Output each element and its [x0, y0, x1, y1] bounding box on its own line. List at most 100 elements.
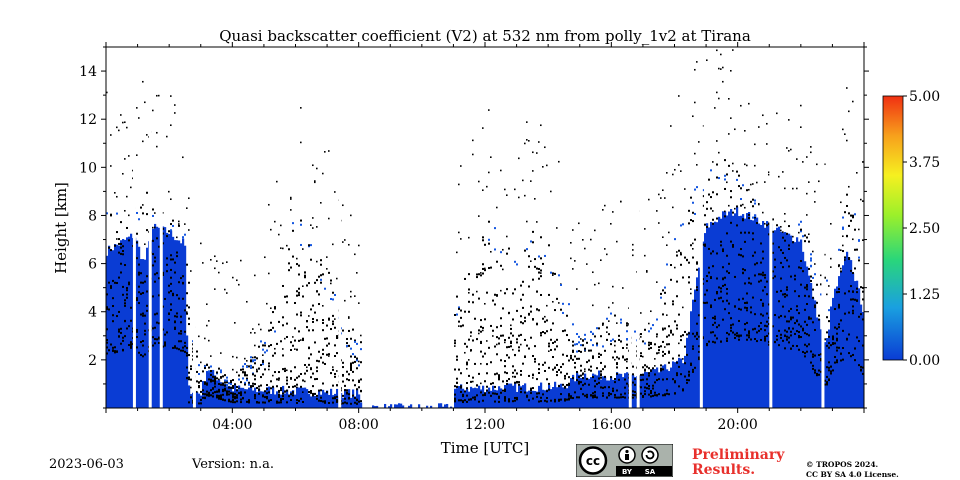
signal-dot [460, 309, 462, 312]
signal-dot [760, 279, 762, 282]
signal-dot [356, 359, 358, 362]
layer-column [854, 281, 857, 408]
signal-dot [478, 332, 480, 335]
signal-dot [662, 354, 664, 357]
signal-dot [634, 330, 636, 333]
signal-dot [350, 347, 352, 350]
signal-dot [298, 330, 300, 333]
by-label: BY [622, 468, 633, 476]
signal-dot [180, 277, 182, 280]
signal-dot [272, 311, 274, 314]
signal-dot [360, 348, 362, 351]
signal-dot [272, 385, 274, 388]
signal-dot [728, 271, 730, 274]
signal-dot [188, 281, 190, 284]
signal-dot [246, 300, 248, 303]
signal-dot [570, 354, 572, 357]
signal-dot [144, 322, 146, 325]
data-gap [636, 47, 640, 408]
signal-dot [110, 134, 112, 136]
signal-dot [788, 320, 790, 323]
signal-dot [498, 400, 500, 403]
signal-dot [670, 331, 672, 334]
signal-dot [108, 246, 110, 249]
signal-dot [124, 302, 126, 305]
signal-dot [212, 387, 214, 390]
signal-dot [526, 248, 528, 251]
signal-dot [140, 354, 142, 357]
signal-dot [806, 323, 808, 326]
signal-dot [262, 344, 264, 347]
signal-dot [156, 94, 158, 97]
layer-column [586, 377, 589, 408]
signal-dot [316, 167, 318, 170]
signal-dot [666, 343, 668, 346]
signal-dot [806, 236, 808, 239]
signal-dot [568, 376, 570, 379]
signal-dot [200, 398, 202, 401]
signal-dot [532, 241, 534, 244]
signal-dot [274, 220, 276, 223]
signal-dot [784, 334, 786, 337]
signal-dot [490, 382, 492, 385]
signal-dot [218, 367, 220, 370]
signal-dot [664, 327, 666, 330]
signal-dot [806, 156, 808, 158]
signal-dot [610, 339, 612, 342]
signal-dot [568, 383, 570, 386]
signal-dot [162, 232, 164, 235]
signal-dot [690, 292, 692, 295]
layer-column [780, 231, 783, 408]
layer-column [560, 383, 563, 408]
layer-column [644, 371, 647, 408]
signal-dot [454, 345, 456, 347]
signal-dot [820, 359, 822, 362]
signal-dot [544, 146, 546, 149]
signal-dot [780, 314, 782, 317]
layer-column [310, 396, 313, 408]
signal-dot [464, 342, 466, 345]
signal-dot [862, 366, 864, 369]
signal-dot [264, 344, 266, 347]
signal-dot [290, 370, 292, 373]
signal-dot [810, 259, 812, 262]
signal-dot [508, 356, 510, 359]
signal-dot [784, 187, 786, 190]
layer-column [172, 236, 175, 408]
layer-column [688, 331, 691, 408]
signal-dot [196, 370, 198, 373]
signal-dot [694, 101, 696, 104]
signal-dot [818, 314, 820, 317]
signal-dot [810, 317, 812, 320]
signal-dot [228, 390, 230, 393]
signal-dot [186, 346, 188, 349]
signal-dot [624, 378, 626, 381]
signal-dot [302, 400, 304, 403]
signal-dot [648, 393, 650, 396]
signal-dot [300, 243, 302, 246]
signal-dot [184, 309, 186, 312]
signal-dot [760, 321, 762, 324]
signal-dot [112, 320, 114, 323]
signal-dot [610, 393, 612, 396]
signal-dot [122, 349, 124, 352]
signal-dot [650, 391, 652, 394]
signal-dot [182, 282, 184, 285]
signal-dot [234, 383, 236, 386]
layer-column [642, 373, 645, 408]
signal-dot [136, 328, 138, 331]
signal-dot [226, 261, 228, 263]
signal-dot [812, 355, 814, 358]
layer-column [614, 378, 617, 408]
signal-dot [108, 281, 110, 284]
signal-dot [332, 291, 334, 294]
signal-dot [834, 361, 836, 364]
signal-dot [162, 212, 164, 214]
signal-dot [732, 245, 734, 248]
signal-dot [668, 393, 670, 396]
signal-dot [282, 392, 284, 395]
signal-dot [508, 378, 510, 381]
signal-dot [576, 343, 578, 346]
signal-dot [236, 386, 238, 389]
signal-dot [788, 119, 790, 121]
